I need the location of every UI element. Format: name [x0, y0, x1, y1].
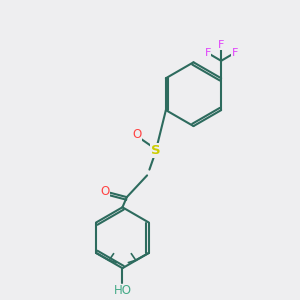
Text: S: S [151, 144, 160, 157]
Text: O: O [100, 185, 110, 198]
Text: F: F [218, 40, 224, 50]
Text: F: F [204, 48, 211, 58]
Text: O: O [132, 128, 142, 141]
Text: HO: HO [113, 284, 131, 297]
Text: F: F [232, 48, 238, 58]
